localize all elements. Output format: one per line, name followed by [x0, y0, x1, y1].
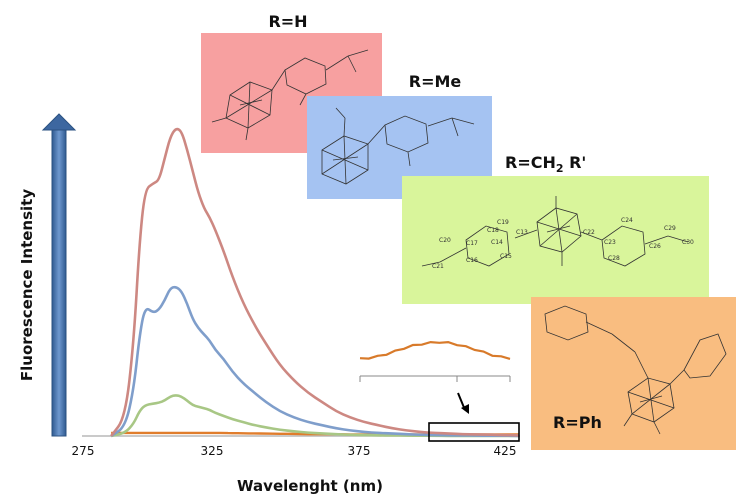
series-line-r-me	[110, 285, 520, 438]
x-tick-label-325: 325	[201, 444, 224, 458]
molecule-drawing-r-me	[321, 107, 475, 185]
molecule-drawing-r-ph	[544, 305, 727, 435]
series-line-r-ch2r	[110, 394, 520, 438]
structure-label-r-ch2r-tail: R'	[564, 153, 587, 172]
atom-c14: C14	[491, 239, 503, 246]
atom-c17: C17	[466, 240, 478, 247]
structure-label-r-ch2r: R=CH2 R'	[505, 153, 586, 175]
x-tick-label-375: 375	[348, 444, 371, 458]
spectra-series	[110, 127, 520, 438]
atom-c22: C22	[583, 229, 595, 236]
structure-label-r-ch2r-main: R=CH	[505, 153, 556, 172]
atom-c28: C28	[608, 255, 620, 262]
zoom-pointer-head	[461, 404, 469, 414]
atom-c21: C21	[432, 263, 444, 270]
atom-c19: C19	[497, 219, 509, 226]
inset-curve-r-ph	[359, 340, 511, 360]
atom-c30: C30	[682, 239, 694, 246]
x-tick-label-275: 275	[72, 444, 95, 458]
structure-label-r-ph: R=Ph	[553, 413, 602, 432]
zoom-box	[428, 422, 520, 442]
x-tick-label-425: 425	[494, 444, 517, 458]
x-tick-labels: 275 325 375 425	[72, 444, 517, 458]
structure-label-r-h: R=H	[268, 12, 307, 31]
y-axis-label: Fluorescence Intensity	[18, 189, 36, 381]
atom-c26: C26	[649, 243, 661, 250]
inset-plot	[359, 340, 511, 382]
x-axis-label: Wavelenght (nm)	[237, 477, 383, 495]
atom-c20: C20	[439, 237, 451, 244]
atom-c18: C18	[487, 227, 499, 234]
structure-label-r-ch2r-subscript: 2	[556, 162, 564, 175]
zoom-indicator	[428, 392, 520, 442]
series-line-r-h	[110, 127, 520, 437]
molecule-drawing-r-ch2r	[421, 196, 689, 267]
structure-background-r-ch2r	[402, 176, 709, 304]
structure-panel-r-h: R=H	[201, 12, 382, 153]
structure-label-r-me: R=Me	[409, 72, 462, 91]
structure-background-r-ph	[531, 297, 736, 450]
structure-panel-r-ph: R=Ph	[531, 297, 736, 450]
molecule-drawing-r-h	[211, 49, 369, 141]
intensity-arrow	[41, 113, 77, 437]
atom-c23: C23	[604, 239, 616, 246]
atom-c16: C16	[466, 257, 478, 264]
atom-c29: C29	[664, 225, 676, 232]
atom-c24: C24	[621, 217, 633, 224]
atom-c15: C15	[500, 253, 512, 260]
atom-c13: C13	[516, 229, 528, 236]
